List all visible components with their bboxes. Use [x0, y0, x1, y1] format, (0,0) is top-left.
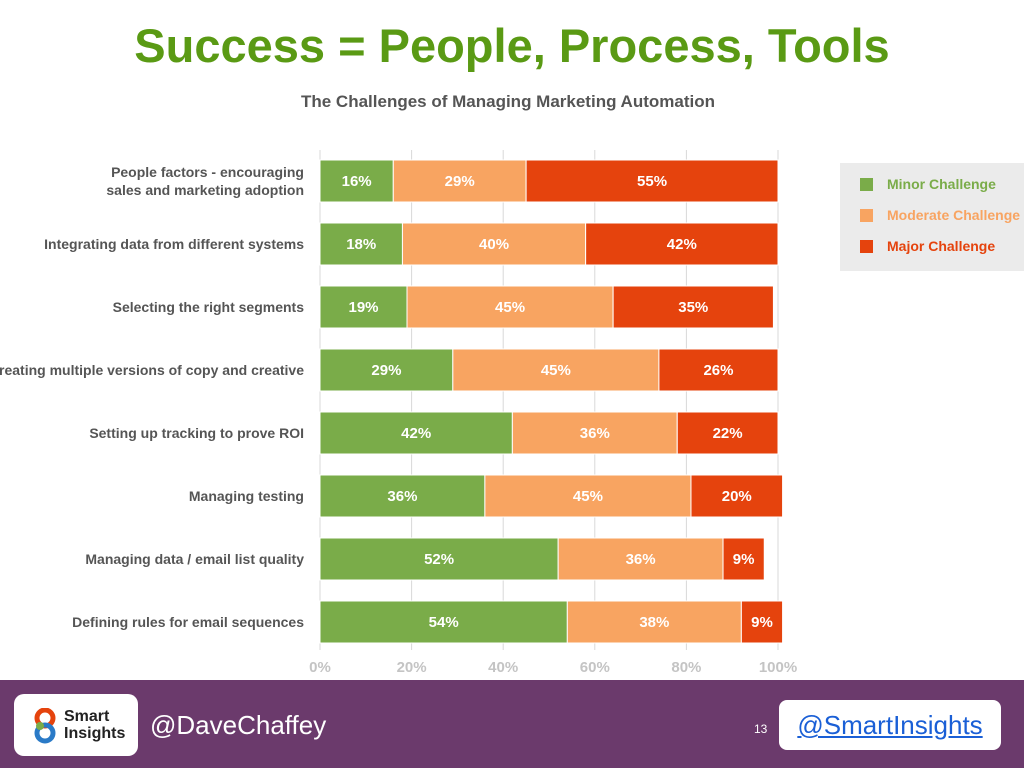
legend-swatch	[860, 240, 873, 253]
data-label: 40%	[479, 236, 509, 253]
bar-segment	[452, 348, 660, 392]
bar-segment	[740, 600, 784, 644]
category-label: Setting up tracking to prove ROI	[89, 425, 304, 441]
data-label: 42%	[667, 236, 697, 253]
x-tick-label: 60%	[580, 659, 610, 676]
data-label: 19%	[348, 299, 378, 316]
category-label: Defining rules for email sequences	[72, 614, 304, 630]
bar-segment	[566, 600, 742, 644]
twitter-handle-author: @DaveChaffey	[150, 710, 327, 740]
x-tick-label: 80%	[671, 659, 701, 676]
data-label: 9%	[751, 614, 773, 631]
bar-segment	[585, 222, 779, 266]
category-label: People factors - encouraging	[111, 164, 304, 180]
data-label: 36%	[580, 425, 610, 442]
chart-title: The Challenges of Managing Marketing Aut…	[301, 92, 715, 111]
stacked-bar-chart: The Challenges of Managing Marketing Aut…	[0, 92, 1024, 676]
data-label: 55%	[637, 173, 667, 190]
legend-label: Major Challenge	[887, 238, 995, 254]
data-label: 35%	[678, 299, 708, 316]
data-label: 45%	[573, 488, 603, 505]
bar-segment	[612, 285, 774, 329]
footer-bar: Smart Insights @DaveChaffey 13 @SmartIns…	[0, 680, 1024, 768]
logo-text-line2: Insights	[64, 725, 126, 742]
data-label: 45%	[495, 299, 525, 316]
bar-segment	[406, 285, 614, 329]
x-tick-label: 100%	[759, 659, 797, 676]
data-label: 38%	[639, 614, 669, 631]
bar-segment	[658, 348, 779, 392]
data-label: 52%	[424, 551, 454, 568]
bar-segment	[319, 222, 403, 266]
x-tick-label: 20%	[397, 659, 427, 676]
logo-mark-icon	[34, 708, 56, 744]
bar-segment	[484, 474, 692, 518]
data-label: 54%	[429, 614, 459, 631]
category-label: Managing testing	[189, 488, 304, 504]
category-label: sales and marketing adoption	[106, 182, 304, 198]
page-number: 13	[754, 722, 768, 736]
bar-segment	[676, 411, 779, 455]
data-label: 36%	[626, 551, 656, 568]
bar-segment	[319, 348, 454, 392]
legend-label: Moderate Challenge	[887, 207, 1020, 223]
logo-text: Smart Insights	[64, 708, 125, 742]
data-label: 29%	[371, 362, 401, 379]
x-tick-label: 40%	[488, 659, 518, 676]
category-label: Managing data / email list quality	[85, 551, 304, 567]
data-label: 20%	[722, 488, 752, 505]
logo-text-line1: Smart	[64, 708, 110, 725]
category-label: Integrating data from different systems	[44, 236, 304, 252]
bar-segment	[722, 537, 765, 581]
bar-segment	[690, 474, 784, 518]
bar-segment	[401, 222, 587, 266]
smart-insights-logo: Smart Insights	[14, 694, 138, 756]
data-label: 9%	[733, 551, 755, 568]
smartinsights-link[interactable]: @SmartInsights	[779, 700, 1001, 750]
data-label: 42%	[401, 425, 431, 442]
data-label: 22%	[713, 425, 743, 442]
bar-segment	[511, 411, 678, 455]
bar-segment	[319, 411, 513, 455]
data-label: 29%	[445, 173, 475, 190]
slide-title: Success = People, Process, Tools	[134, 19, 890, 72]
data-label: 16%	[342, 173, 372, 190]
bar-segment	[525, 159, 779, 203]
data-label: 18%	[346, 236, 376, 253]
x-tick-label: 0%	[309, 659, 331, 676]
bar-segment	[319, 159, 394, 203]
bar-segment	[319, 285, 408, 329]
data-label: 36%	[387, 488, 417, 505]
category-label: Selecting the right segments	[113, 299, 305, 315]
legend-swatch	[860, 209, 873, 222]
data-label: 45%	[541, 362, 571, 379]
category-label: Creating multiple versions of copy and c…	[0, 362, 304, 378]
data-label: 26%	[703, 362, 733, 379]
legend-swatch	[860, 178, 873, 191]
legend-label: Minor Challenge	[887, 176, 996, 192]
